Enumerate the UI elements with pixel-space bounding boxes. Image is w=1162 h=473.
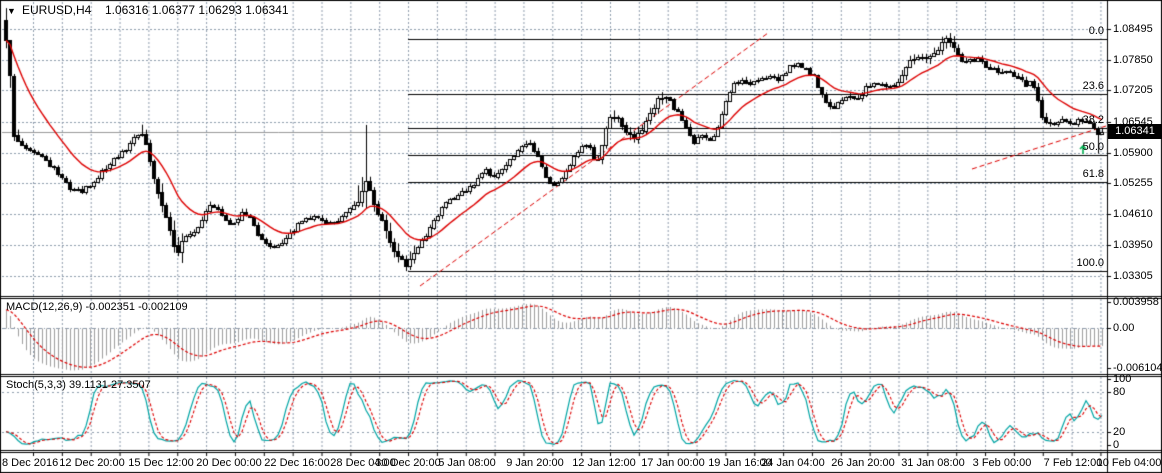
macd-indicator-label: MACD(12,26,9) -0.002351 -0.002109 [6,301,188,313]
time-axis-label: 24 Jan 04:00 [761,457,825,469]
price-axis-label: 1.06545 [1113,115,1153,128]
time-axis-label: 19 Jan 16:00 [708,457,772,469]
fib-level-label: 23.6 [1082,79,1104,92]
macd-axis-label: 0.003958 [1113,295,1159,308]
price-axis-label: 1.08495 [1113,23,1153,35]
time-axis-label: 31 Jan 08:00 [901,457,965,469]
price-axis-label: 1.05900 [1113,146,1153,159]
fib-level-label: 100.0 [1076,257,1104,270]
time-axis-label: 12 Dec 20:00 [59,457,125,469]
fib-level-label: 50.0 [1082,140,1104,153]
time-axis-label: 30 Dec 20:00 [375,457,441,469]
time-axis-label: 15 Dec 12:00 [128,457,194,469]
time-axis-label: 12 Jan 12:00 [572,457,636,469]
price-axis-label: 1.05255 [1113,177,1153,190]
macd-axis-label: 0.00 [1113,322,1135,334]
time-axis-label: 7 Feb 12:00 [1043,457,1103,469]
time-axis-label: 28 Dec 04:00 [330,457,396,469]
price-axis-label: 1.07850 [1113,53,1153,66]
fib-level-label: 61.8 [1082,168,1104,181]
stoch-axis-label: 100 [1113,373,1132,385]
fib-level-label: 0.0 [1088,24,1104,37]
stoch-indicator-label: Stoch(5,3,3) 39.1131 27.3507 [6,379,151,391]
stoch-axis-label: 20 [1113,425,1126,438]
chart-title-symbol: EURUSD,H4 [22,3,92,17]
price-axis-label: 1.03305 [1113,270,1153,283]
stoch-axis-label: 80 [1113,386,1126,399]
time-axis-label: 9 Jan 20:00 [506,457,564,469]
macd-axis-label: -0.006104 [1113,362,1162,375]
price-axis-label: 1.04610 [1113,208,1153,220]
time-axis-label: 26 Jan 20:00 [831,457,895,469]
fib-level-label: 38.2 [1082,113,1104,126]
time-axis-label: 8 Dec 2016 [2,457,59,469]
stoch-axis-label: 0 [1113,439,1120,451]
price-axis-label: 1.03950 [1113,239,1153,252]
current-price-badge: 1.06341 [1108,124,1162,140]
chart-title-ohlc: 1.06316 1.06377 1.06293 1.06341 [105,3,289,17]
time-axis-label: 22 Dec 16:00 [264,457,330,469]
time-axis-label: 20 Dec 00:00 [196,457,262,469]
symbol-dropdown-icon[interactable]: ▼ [7,6,16,16]
time-axis-label: 3 Feb 00:00 [972,457,1032,469]
time-axis-label: 10 Feb 04:00 [1096,457,1162,469]
time-axis-label: 5 Jan 08:00 [438,457,496,469]
price-axis-label: 1.07205 [1113,84,1153,97]
time-axis-label: 17 Jan 00:00 [641,457,705,469]
